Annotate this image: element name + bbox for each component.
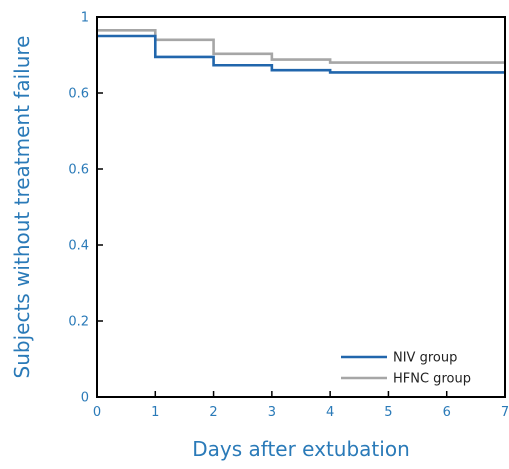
x-tick-label: 6 bbox=[443, 405, 451, 420]
legend: NIV group HFNC group bbox=[341, 351, 471, 387]
series-line-niv-group bbox=[97, 34, 505, 74]
x-tick-label: 5 bbox=[384, 405, 392, 420]
y-axis-title: Subjects without treatment failure bbox=[10, 36, 34, 379]
x-tick-label: 4 bbox=[326, 405, 334, 420]
x-tick-label: 7 bbox=[501, 405, 509, 420]
y-tick-label: 0.2 bbox=[68, 315, 89, 330]
y-tick-label: 0 bbox=[81, 391, 89, 406]
x-tick-label: 3 bbox=[268, 405, 276, 420]
plot-frame bbox=[96, 16, 506, 398]
y-tick-label: 0.4 bbox=[68, 239, 89, 254]
x-axis-title: Days after extubation bbox=[192, 437, 410, 461]
y-tick-label: 0.6 bbox=[68, 87, 89, 102]
series-layer bbox=[97, 29, 505, 74]
ticks-layer: 0 1 2 3 4 5 6 7 0 0.2 0.4 0.6 0.6 1 bbox=[68, 11, 509, 421]
x-tick-label: 2 bbox=[209, 405, 217, 420]
x-tick-label: 1 bbox=[151, 405, 159, 420]
y-tick-label: 0.6 bbox=[68, 163, 89, 178]
x-tick-label: 0 bbox=[93, 405, 101, 420]
legend-label-niv-group: NIV group bbox=[393, 351, 457, 366]
legend-label-hfnc-group: HFNC group bbox=[393, 372, 471, 387]
y-tick-label: 1 bbox=[81, 11, 89, 26]
